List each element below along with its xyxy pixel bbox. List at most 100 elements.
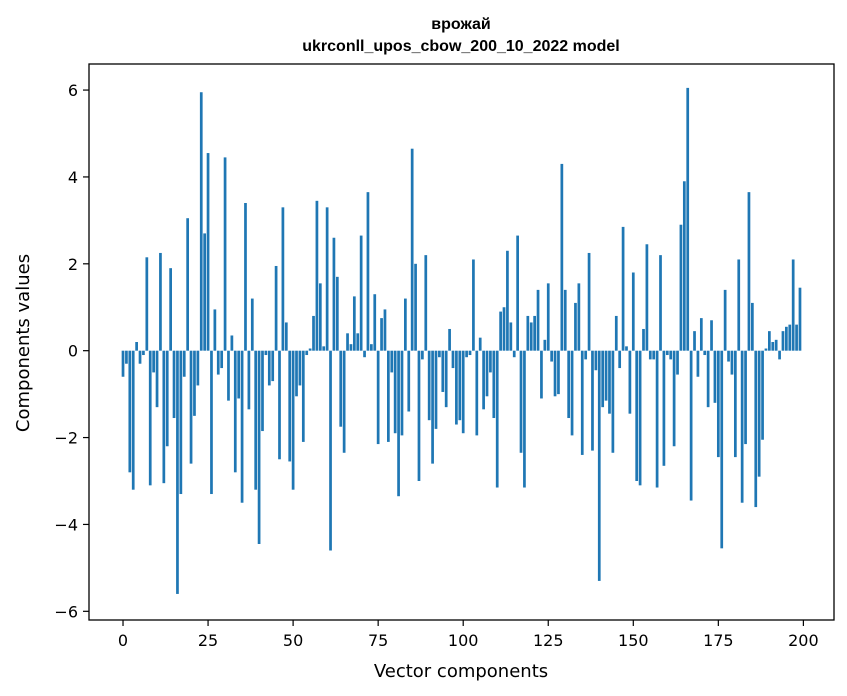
- x-tick-label: 50: [283, 631, 303, 650]
- bar: [662, 350, 666, 466]
- bar: [203, 233, 207, 351]
- bar: [186, 218, 190, 351]
- bar: [128, 350, 132, 473]
- chart-title: врожай: [431, 16, 490, 33]
- bar: [410, 148, 414, 351]
- bar: [781, 331, 785, 351]
- bar: [339, 350, 343, 427]
- bar: [369, 344, 373, 351]
- bar: [465, 350, 468, 358]
- bar: [468, 350, 472, 356]
- bar: [768, 331, 771, 351]
- bar: [400, 350, 404, 436]
- bar: [557, 350, 560, 395]
- bar: [455, 350, 458, 425]
- bar: [373, 294, 377, 351]
- bar: [152, 350, 155, 373]
- x-tick-label: 150: [618, 631, 649, 650]
- y-tick-label: −4: [54, 515, 78, 534]
- bar: [325, 207, 329, 351]
- bar: [512, 350, 516, 358]
- bar: [737, 259, 741, 351]
- bar: [417, 350, 421, 481]
- bar: [352, 296, 356, 351]
- bar: [482, 350, 485, 410]
- bar: [543, 339, 547, 351]
- bar: [363, 350, 366, 358]
- bar: [278, 350, 281, 460]
- bar: [716, 350, 720, 458]
- bar: [390, 350, 394, 373]
- bar: [710, 320, 713, 351]
- x-axis-ticks: 0 25 50 75 100 125 150 175 200: [118, 620, 819, 650]
- bar: [533, 315, 536, 351]
- bar: [247, 350, 251, 410]
- bar: [393, 350, 397, 434]
- bar: [315, 200, 319, 351]
- bar: [441, 350, 445, 392]
- bar: [733, 350, 737, 458]
- bar: [628, 350, 632, 414]
- bar: [638, 350, 642, 486]
- bar: [176, 350, 179, 594]
- bar: [478, 337, 482, 351]
- bar: [567, 350, 571, 419]
- bar: [706, 350, 710, 408]
- bar: [291, 350, 295, 490]
- bar: [216, 350, 220, 375]
- bar: [145, 257, 149, 351]
- bar: [686, 87, 690, 351]
- bar: [138, 350, 142, 364]
- y-tick-label: 0: [68, 342, 78, 361]
- bar: [223, 157, 227, 351]
- bar: [332, 237, 336, 351]
- bar: [591, 350, 594, 451]
- bar: [665, 350, 669, 356]
- bar: [189, 350, 193, 464]
- bar: [676, 350, 679, 375]
- bar: [720, 350, 724, 549]
- bar: [529, 322, 533, 351]
- bar: [240, 350, 244, 503]
- bar: [165, 350, 169, 447]
- bar: [264, 350, 268, 356]
- bar: [597, 350, 601, 581]
- bar: [560, 163, 564, 351]
- bar: [659, 255, 662, 351]
- bar: [740, 350, 744, 503]
- bar: [244, 203, 247, 351]
- y-tick-label: 6: [68, 81, 78, 100]
- bar: [604, 350, 608, 401]
- bar: [761, 350, 764, 440]
- bar: [448, 328, 451, 351]
- bar: [346, 333, 349, 351]
- bar: [257, 350, 261, 544]
- bar: [751, 302, 754, 351]
- bar: [475, 350, 479, 436]
- bar: [383, 309, 387, 351]
- bar: [301, 350, 305, 442]
- bar: [230, 335, 234, 351]
- bar: [509, 322, 513, 351]
- x-tick-label: 75: [368, 631, 388, 650]
- bar: [618, 350, 622, 369]
- y-tick-label: 4: [68, 168, 78, 187]
- bar: [689, 350, 693, 501]
- x-tick-label: 25: [198, 631, 218, 650]
- bar: [744, 350, 747, 445]
- bar: [727, 350, 730, 362]
- bar: [778, 350, 781, 360]
- bar: [308, 348, 312, 351]
- bar: [553, 350, 557, 397]
- bar: [121, 350, 125, 377]
- bar: [414, 263, 417, 351]
- bar: [312, 315, 315, 351]
- bar: [499, 311, 502, 351]
- bar: [550, 350, 554, 362]
- bars-group: [121, 87, 802, 594]
- bar: [798, 287, 802, 351]
- bar: [342, 350, 346, 453]
- bar: [631, 272, 635, 351]
- x-tick-label: 175: [703, 631, 734, 650]
- bar: [645, 244, 649, 351]
